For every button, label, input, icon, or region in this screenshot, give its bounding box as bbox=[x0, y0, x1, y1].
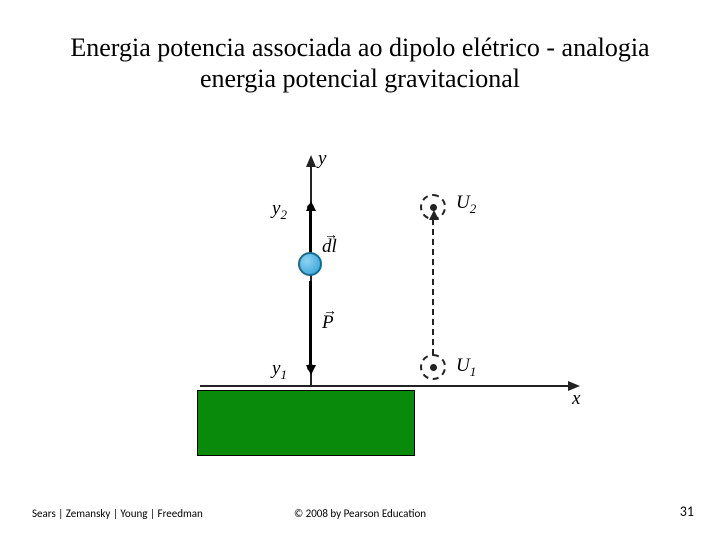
ground-block bbox=[197, 390, 415, 456]
label-y1: y1 bbox=[272, 358, 287, 383]
physics-diagram: y x y2 y1 U2 U1 → dl → P bbox=[150, 130, 580, 442]
page-number: 31 bbox=[680, 503, 694, 520]
vector-p-arrow bbox=[309, 281, 312, 367]
page-title: Energia potencia associada ao dipolo elé… bbox=[0, 32, 720, 94]
dashed-vertical-arrow bbox=[432, 219, 434, 355]
footer-copyright: © 2008 by Pearson Education bbox=[0, 507, 720, 520]
label-dl: dl bbox=[322, 236, 337, 258]
label-u2: U2 bbox=[456, 192, 476, 217]
slide: Energia potencia associada ao dipolo elé… bbox=[0, 0, 720, 540]
label-p: P bbox=[322, 312, 334, 334]
x-axis-label: x bbox=[572, 388, 580, 410]
particle-ball bbox=[298, 252, 322, 276]
label-y2: y2 bbox=[272, 198, 287, 223]
point-u1 bbox=[430, 364, 437, 371]
label-u1: U1 bbox=[456, 355, 476, 380]
y-axis-label: y bbox=[318, 148, 326, 170]
x-axis bbox=[200, 385, 570, 387]
